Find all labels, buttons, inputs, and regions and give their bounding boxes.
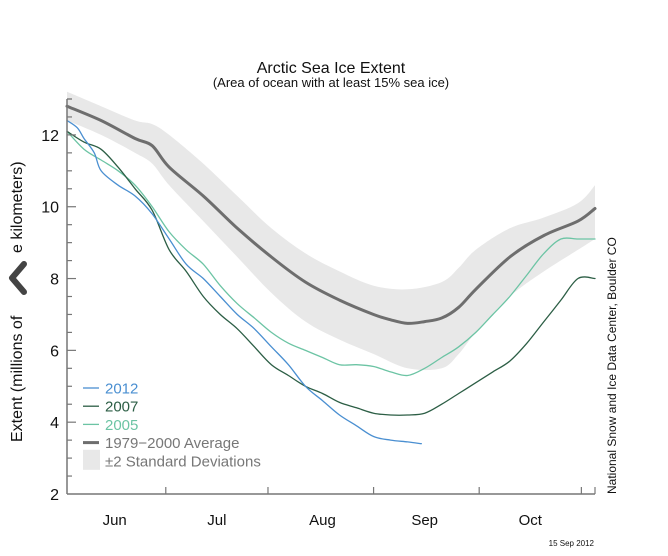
x-tick-label: Jun	[103, 512, 127, 529]
y-tick-label: 12	[41, 128, 59, 145]
date-stamp: 15 Sep 2012	[549, 539, 595, 548]
axes: 2 4 6 8 10 12 Jun Jul Aug Sep Oct	[41, 98, 596, 529]
credit-text: National Snow and Ice Data Center, Bould…	[605, 237, 619, 494]
legend-entry: 1979−2000 Average	[83, 435, 239, 452]
legend-entry: ±2 Standard Deviations	[83, 449, 261, 470]
y-tick-label: 10	[41, 200, 59, 217]
chevron-left-icon	[9, 261, 27, 295]
legend-label: 2007	[105, 399, 138, 416]
plot-area	[65, 91, 597, 445]
series-line-1979-2000-average	[65, 104, 597, 325]
x-tick-label: Aug	[309, 512, 336, 529]
y-tick-label: 2	[50, 487, 59, 504]
chart-title: Arctic Sea Ice Extent	[257, 60, 406, 77]
legend-label: ±2 Standard Deviations	[105, 453, 261, 470]
legend-entry: 2005	[83, 417, 138, 434]
series-line-2012	[66, 119, 422, 445]
x-tick-label: Oct	[519, 512, 543, 529]
legend-label: 2005	[105, 417, 138, 434]
x-tick-label: Sep	[411, 512, 438, 529]
series-line-2007	[66, 130, 596, 416]
legend-label: 2012	[105, 381, 138, 398]
y-tick-label: 4	[50, 415, 59, 432]
y-tick-label: 8	[50, 272, 59, 289]
std-dev-band	[67, 91, 595, 371]
chart-subtitle: (Area of ocean with at least 15% sea ice…	[213, 75, 449, 90]
y-tick-label: 6	[50, 343, 59, 360]
x-tick-label: Jul	[207, 512, 226, 529]
series-line-2005	[66, 130, 596, 377]
back-button[interactable]	[4, 258, 32, 298]
legend-swatch-box	[83, 449, 100, 470]
legend-entry: 2007	[83, 399, 138, 416]
y-axis-label-part1: Extent (millions of	[9, 315, 26, 442]
legend-label: 1979−2000 Average	[105, 435, 239, 452]
legend-entry: 2012	[83, 381, 138, 398]
y-axis-label-part2: e kilometers)	[9, 161, 26, 253]
